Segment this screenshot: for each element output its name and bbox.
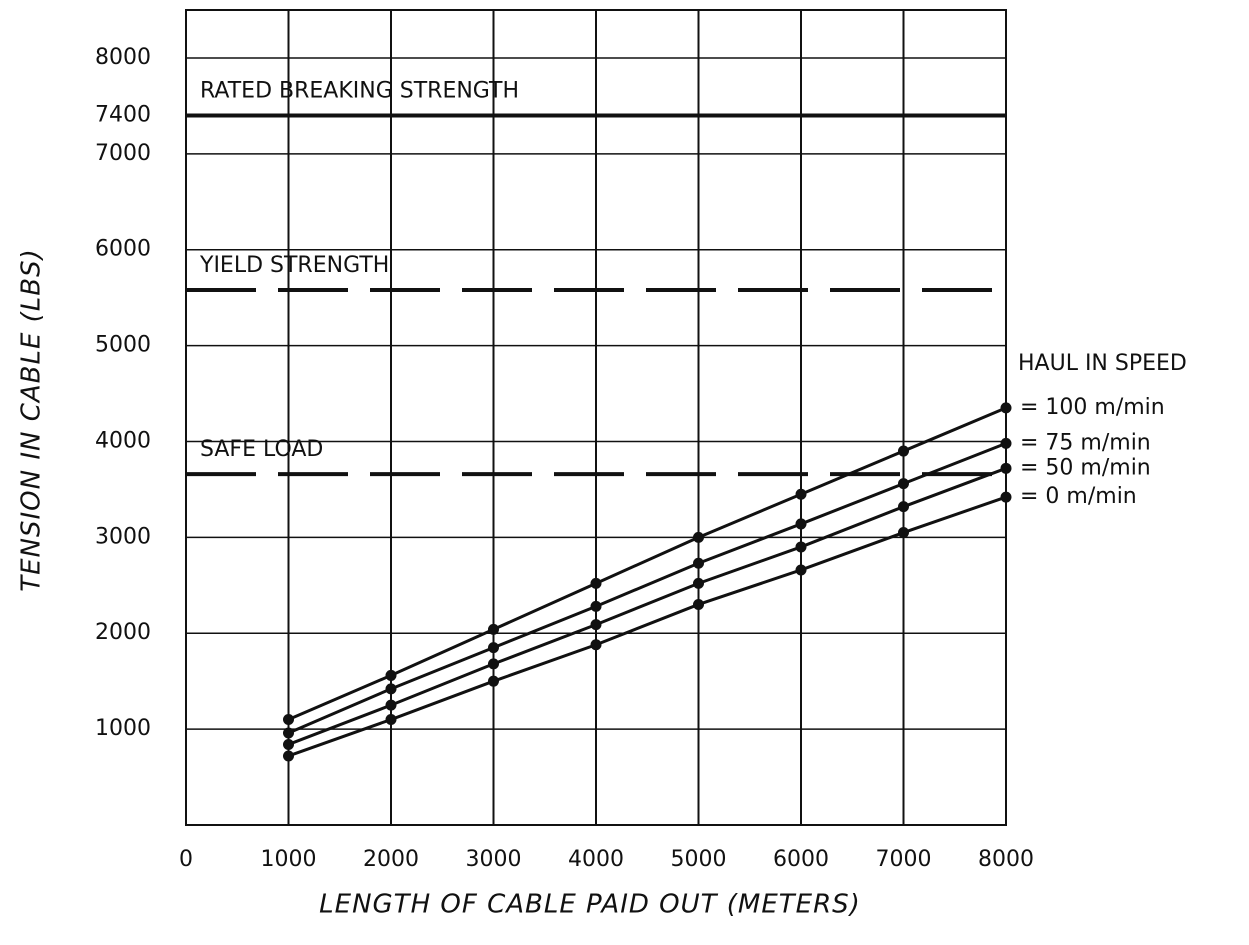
y-tick-label: 3000 bbox=[95, 524, 151, 549]
legend-label: = 0 m/min bbox=[1020, 484, 1137, 509]
data-point bbox=[1000, 437, 1012, 449]
data-point bbox=[590, 619, 602, 631]
reference-label: YIELD STRENGTH bbox=[199, 253, 389, 278]
x-tick-label: 3000 bbox=[466, 847, 522, 872]
x-tick-label: 2000 bbox=[363, 847, 419, 872]
data-point bbox=[283, 750, 294, 762]
data-point bbox=[283, 727, 294, 739]
y-tick-label: 7400 bbox=[95, 102, 151, 127]
data-point bbox=[385, 683, 397, 695]
data-point bbox=[488, 623, 499, 635]
data-point bbox=[283, 738, 294, 750]
legend-label: = 50 m/min bbox=[1020, 455, 1151, 480]
y-tick-label: 1000 bbox=[95, 716, 151, 741]
x-tick-label: 4000 bbox=[568, 847, 624, 872]
x-tick-label: 7000 bbox=[876, 847, 932, 872]
data-point bbox=[385, 699, 397, 711]
y-tick-label: 2000 bbox=[95, 620, 151, 645]
data-point bbox=[693, 577, 704, 589]
data-point bbox=[1000, 491, 1012, 503]
data-point bbox=[898, 501, 909, 513]
data-point bbox=[283, 714, 294, 726]
series-line bbox=[287, 406, 1007, 721]
data-point bbox=[693, 598, 704, 610]
reference-label: RATED BREAKING STRENGTH bbox=[200, 78, 519, 103]
data-point bbox=[488, 675, 499, 687]
y-axis-title: TENSION IN CABLE (LBS) bbox=[17, 248, 47, 592]
reference-label: SAFE LOAD bbox=[200, 437, 323, 462]
data-point bbox=[590, 577, 602, 589]
x-tick-label: 1000 bbox=[261, 847, 317, 872]
data-point bbox=[795, 518, 807, 530]
legend-title: HAUL IN SPEED bbox=[1018, 351, 1187, 376]
data-point bbox=[1000, 462, 1012, 474]
x-tick-label: 0 bbox=[179, 847, 193, 872]
data-point bbox=[795, 541, 807, 553]
data-point bbox=[488, 658, 499, 670]
legend-label: = 100 m/min bbox=[1020, 395, 1165, 420]
y-tick-label: 4000 bbox=[95, 428, 151, 453]
y-tick-label: 6000 bbox=[95, 237, 151, 262]
data-point bbox=[385, 714, 397, 726]
data-point bbox=[693, 531, 704, 543]
data-point bbox=[693, 557, 704, 569]
data-point bbox=[898, 478, 909, 490]
data-point bbox=[898, 445, 909, 457]
data-point bbox=[795, 564, 807, 576]
y-tick-label: 5000 bbox=[95, 333, 151, 358]
data-point bbox=[1000, 402, 1012, 414]
series-line bbox=[287, 466, 1007, 746]
data-point bbox=[385, 669, 397, 681]
legend-label: = 75 m/min bbox=[1020, 430, 1151, 455]
x-tick-label: 5000 bbox=[671, 847, 727, 872]
x-tick-label: 8000 bbox=[978, 847, 1034, 872]
data-point bbox=[795, 488, 807, 500]
data-point bbox=[590, 600, 602, 612]
y-tick-label: 8000 bbox=[95, 45, 151, 70]
data-point bbox=[488, 642, 499, 654]
x-tick-label: 6000 bbox=[773, 847, 829, 872]
y-tick-label: 7000 bbox=[95, 141, 151, 166]
data-point bbox=[590, 639, 602, 651]
data-point bbox=[898, 527, 909, 539]
x-axis-title: LENGTH OF CABLE PAID OUT (METERS) bbox=[319, 890, 861, 920]
series-line bbox=[287, 441, 1007, 735]
series-line bbox=[287, 495, 1007, 758]
